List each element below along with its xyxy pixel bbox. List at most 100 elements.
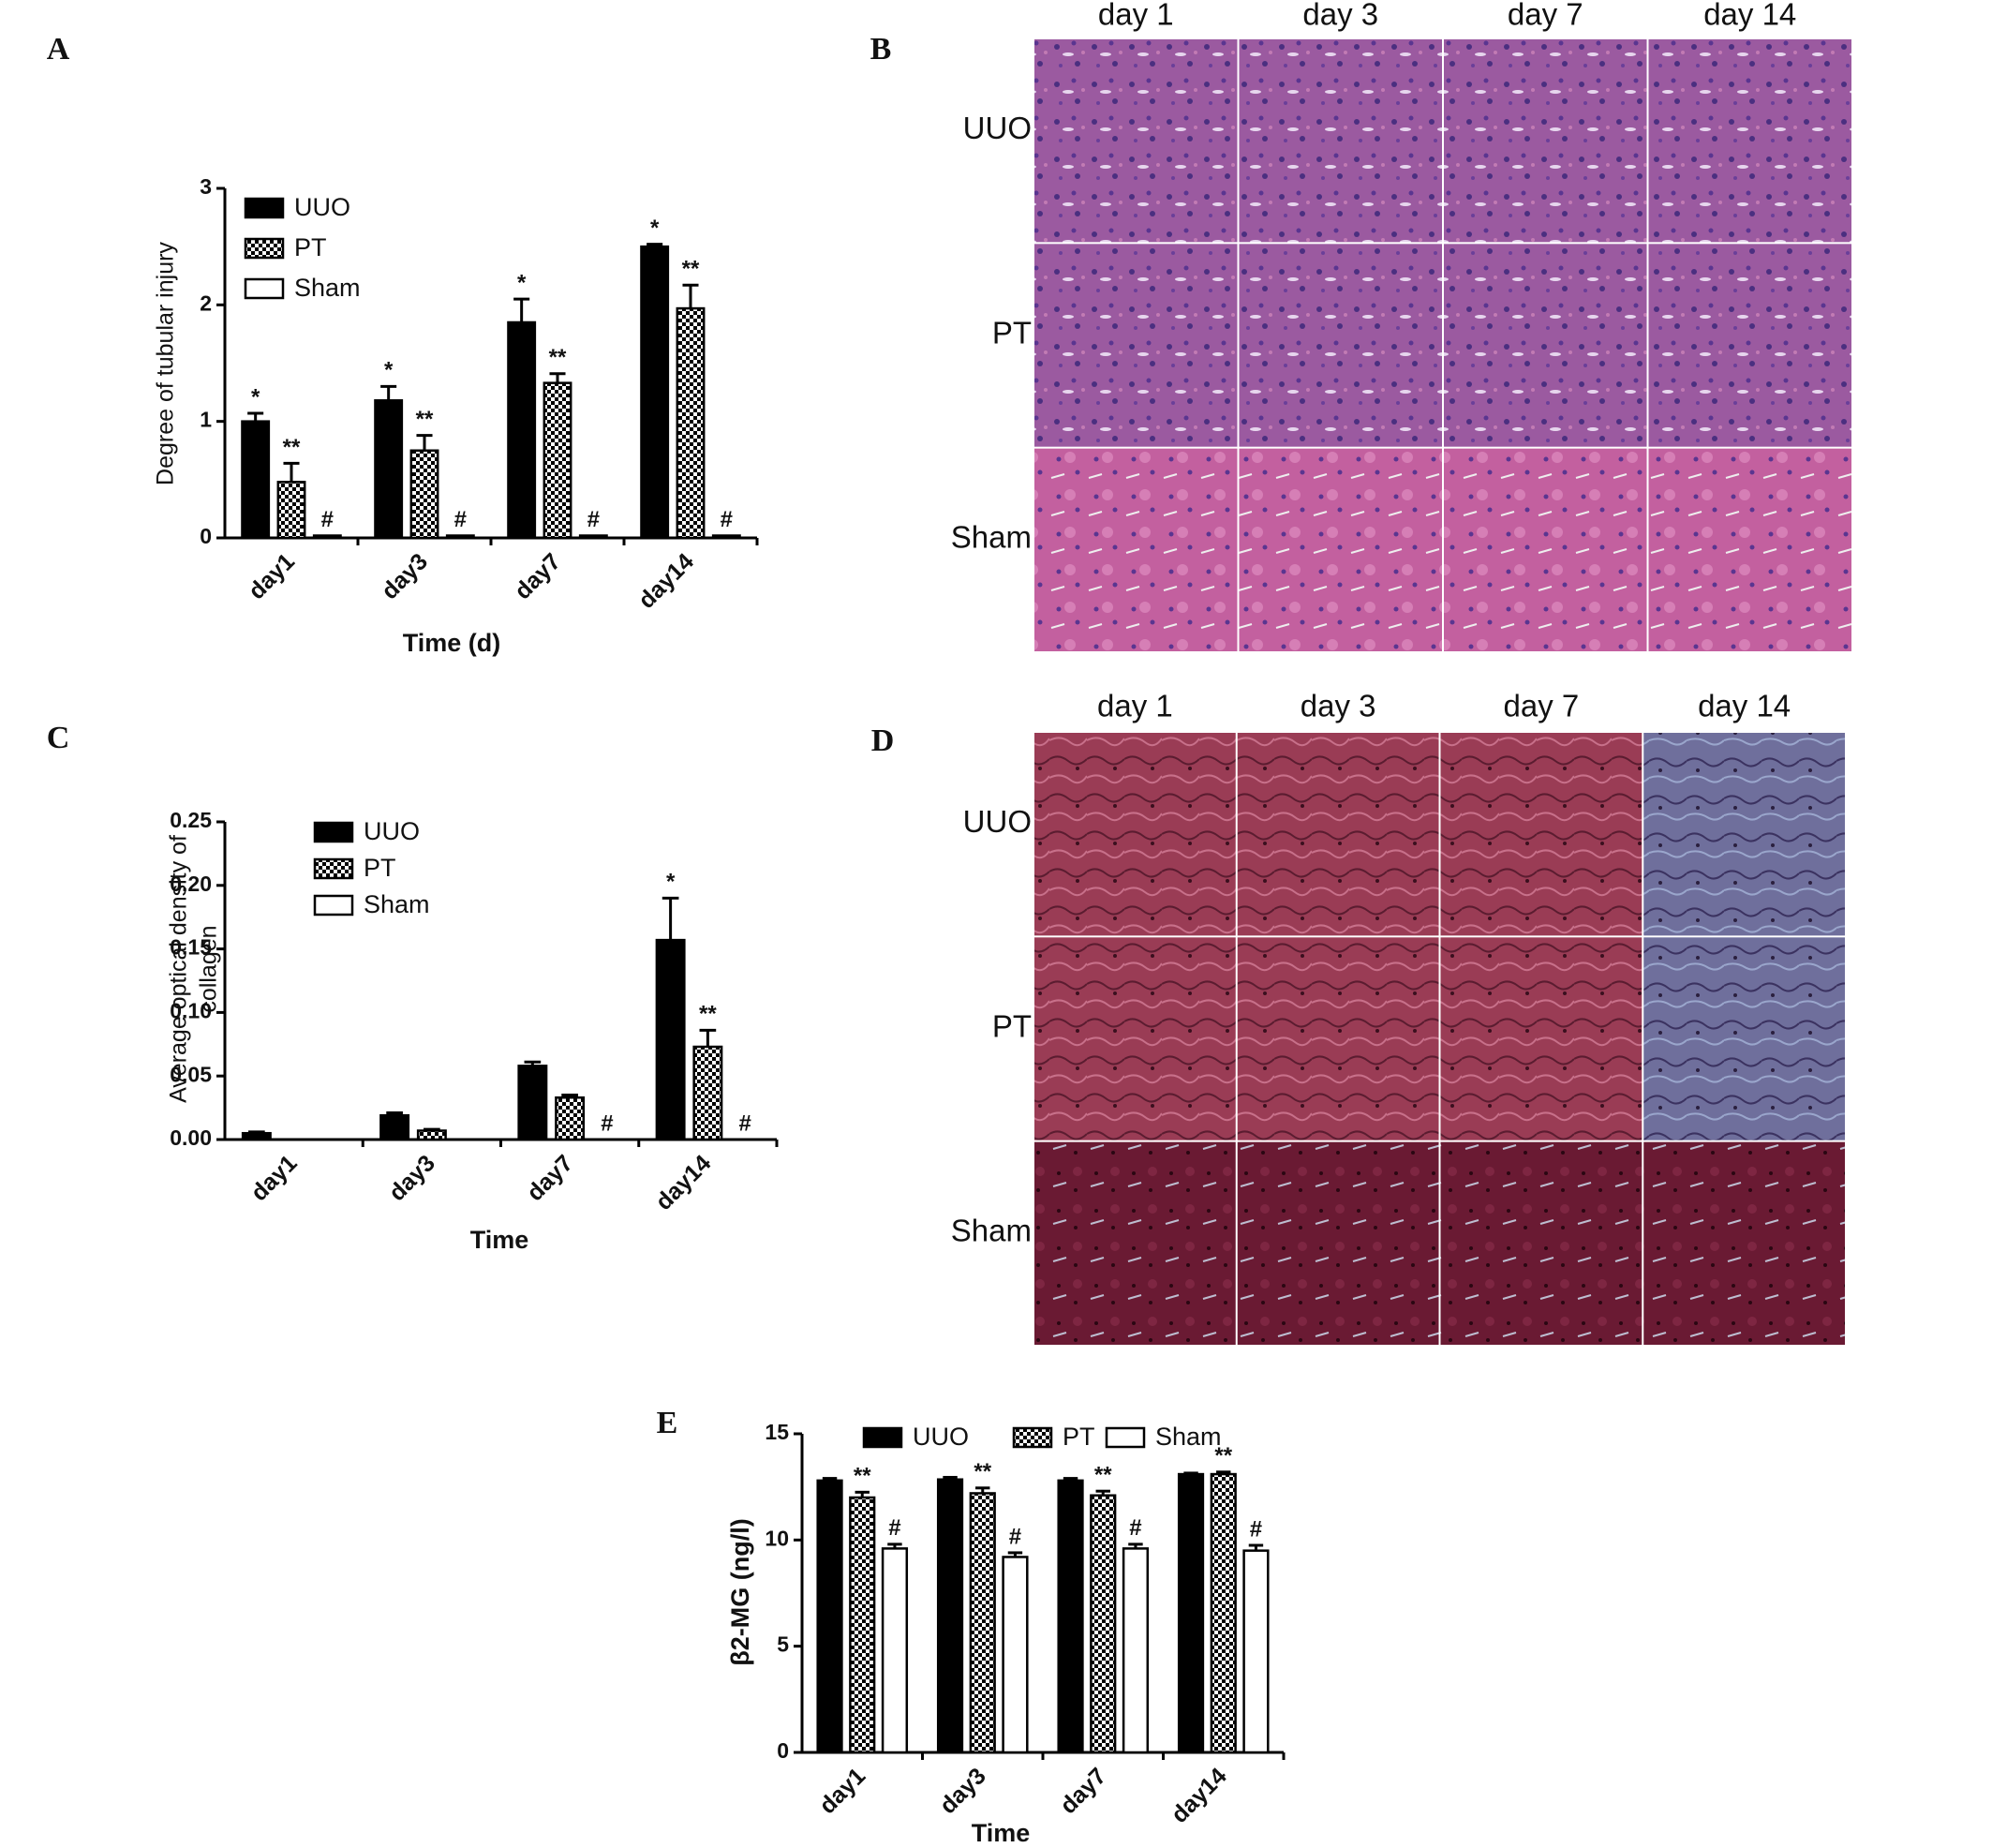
- legend-swatch: [1012, 1426, 1053, 1449]
- legend-label: UUO: [913, 1423, 969, 1451]
- panel-label: D: [871, 723, 895, 758]
- legend-swatch: [862, 1426, 903, 1449]
- micrograph: [1444, 39, 1647, 243]
- legend-label: UUO: [294, 193, 350, 221]
- x-tick-label: day3: [377, 548, 433, 604]
- legend-swatch: [1105, 1426, 1146, 1449]
- legend-swatch: [244, 277, 285, 300]
- bar: [416, 1129, 447, 1141]
- significance-mark: **: [699, 1002, 717, 1027]
- micrograph: [1643, 1141, 1845, 1345]
- y-axis-title: β2-MG (ng/l): [726, 1518, 754, 1665]
- micrograph: [1444, 448, 1647, 651]
- significance-mark: #: [888, 1515, 900, 1541]
- y-tick-label: 0.00: [170, 1125, 212, 1150]
- significance-mark: **: [682, 257, 700, 282]
- significance-mark: *: [384, 358, 394, 383]
- bar: [379, 1113, 410, 1141]
- significance-mark: #: [738, 1110, 751, 1136]
- significance-mark: **: [1214, 1443, 1232, 1468]
- legend-label: PT: [294, 233, 327, 261]
- bar: [241, 420, 271, 540]
- x-tick-label: day14: [650, 1150, 716, 1215]
- y-tick-label: 0: [200, 524, 212, 548]
- bar: [1210, 1472, 1237, 1754]
- bar: [655, 938, 686, 1141]
- row-label: UUO: [963, 804, 1032, 839]
- panel-label: E: [657, 1406, 678, 1440]
- y-tick-label: 0.25: [170, 808, 212, 832]
- row-label: Sham: [951, 520, 1032, 555]
- bar: [936, 1478, 964, 1754]
- column-header: day 3: [1301, 689, 1376, 723]
- column-header: day 3: [1302, 0, 1378, 32]
- micrograph: [1237, 937, 1439, 1140]
- significance-mark: #: [1009, 1524, 1021, 1549]
- micrograph: [1440, 1141, 1643, 1345]
- bar: [374, 399, 404, 540]
- legend-swatch: [313, 894, 354, 917]
- micrograph: [1440, 937, 1643, 1140]
- bar: [276, 481, 306, 540]
- y-tick-label: 0.10: [170, 998, 212, 1022]
- x-tick-label: day3: [384, 1150, 440, 1206]
- bar: [881, 1547, 909, 1754]
- y-tick-label: 0.15: [170, 935, 212, 960]
- column-header: day 14: [1698, 689, 1791, 723]
- bar: [1122, 1547, 1150, 1754]
- y-tick-label: 0: [777, 1738, 789, 1763]
- micrograph: [1648, 39, 1851, 243]
- x-tick-label: day7: [522, 1150, 578, 1206]
- significance-mark: #: [454, 507, 467, 532]
- x-axis-title: Time: [972, 1819, 1031, 1847]
- bar: [816, 1479, 843, 1754]
- micrograph: [1643, 733, 1845, 936]
- y-axis-title: collagen: [196, 925, 222, 1012]
- significance-mark: #: [587, 507, 600, 532]
- micrograph: [1034, 1141, 1236, 1345]
- x-axis-title: Time: [470, 1226, 529, 1254]
- significance-mark: *: [666, 870, 676, 895]
- significance-mark: **: [854, 1464, 871, 1489]
- panel-label: C: [47, 721, 70, 755]
- column-header: day 1: [1098, 0, 1174, 32]
- y-axis-title: Degree of tubular injury: [153, 242, 179, 485]
- y-tick-label: 1: [200, 408, 212, 432]
- bar: [969, 1492, 996, 1754]
- bar: [1057, 1479, 1084, 1754]
- legend-swatch: [244, 237, 285, 260]
- bar: [555, 1096, 586, 1141]
- y-tick-label: 0.20: [170, 872, 212, 896]
- micrograph: [1643, 937, 1845, 1140]
- x-tick-label: day14: [633, 548, 699, 614]
- significance-mark: #: [1129, 1515, 1141, 1541]
- micrograph: [1034, 937, 1236, 1140]
- significance-mark: **: [974, 1459, 991, 1484]
- micrograph: [1034, 39, 1238, 243]
- significance-mark: #: [601, 1110, 613, 1136]
- significance-mark: #: [321, 507, 334, 532]
- significance-mark: #: [721, 507, 733, 532]
- y-tick-label: 2: [200, 291, 212, 315]
- bar: [1242, 1549, 1270, 1754]
- significance-mark: **: [283, 435, 301, 460]
- panel-label: A: [47, 32, 70, 67]
- x-axis-title: Time (d): [403, 629, 501, 657]
- y-tick-label: 10: [765, 1526, 789, 1550]
- row-label: UUO: [963, 111, 1032, 145]
- micrograph: [1440, 733, 1643, 936]
- row-label: PT: [992, 1008, 1032, 1043]
- column-header: day 7: [1504, 689, 1580, 723]
- micrograph: [1034, 244, 1238, 447]
- bar: [517, 1065, 548, 1141]
- bar: [543, 381, 572, 540]
- y-tick-label: 0.05: [170, 1062, 212, 1086]
- significance-mark: *: [650, 216, 660, 241]
- micrograph: [1239, 39, 1442, 243]
- legend-label: Sham: [1155, 1423, 1222, 1451]
- column-header: day 14: [1703, 0, 1796, 32]
- bar: [409, 449, 439, 540]
- bar: [692, 1045, 723, 1141]
- x-tick-label: day14: [1167, 1763, 1232, 1828]
